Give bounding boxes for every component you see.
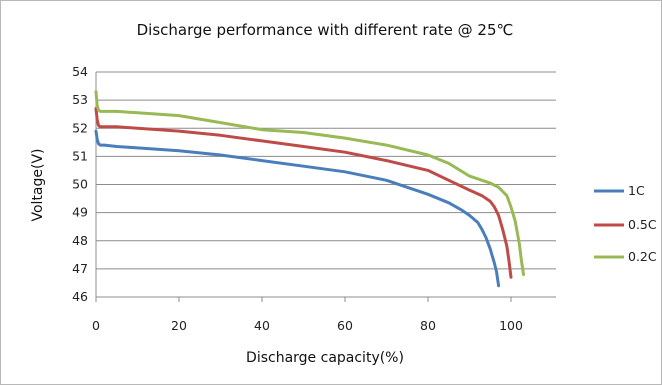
- series-line-0_5C: [94, 107, 513, 279]
- series-line-1C: [94, 129, 501, 288]
- y-tick-label: 52: [72, 120, 88, 135]
- x-tick-label: 100: [499, 318, 523, 333]
- axes: [95, 72, 556, 302]
- legend-label-1C: 1C: [628, 183, 645, 198]
- y-tick-labels: 46 47 48 49 50 51 52 53 54: [72, 64, 88, 304]
- y-tick-label: 53: [72, 92, 88, 107]
- series-lines: [94, 90, 525, 288]
- legend: 1C 0.5C 0.2C: [594, 183, 657, 264]
- y-tick-label: 49: [72, 205, 88, 220]
- x-tick-label: 0: [92, 318, 100, 333]
- x-tick-label: 80: [420, 318, 436, 333]
- x-tick-labels: 0 20 40 60 80 100: [92, 318, 523, 333]
- y-tick-label: 50: [72, 177, 88, 192]
- y-axis-label: Voltage(V): [30, 148, 46, 221]
- y-tick-label: 54: [72, 64, 88, 79]
- x-tick-label: 40: [254, 318, 270, 333]
- gridlines: [96, 71, 556, 270]
- chart-title: Discharge performance with different rat…: [137, 21, 514, 39]
- series-line-0_2C: [94, 90, 525, 276]
- legend-label-0_5C: 0.5C: [628, 217, 657, 232]
- y-tick-label: 48: [72, 233, 88, 248]
- x-tick-label: 60: [337, 318, 353, 333]
- y-tick-label: 46: [72, 289, 88, 304]
- y-tick-label: 51: [72, 148, 88, 163]
- x-axis-label: Discharge capacity(%): [246, 350, 404, 366]
- x-tick-label: 20: [171, 318, 187, 333]
- y-tick-label: 47: [72, 261, 88, 276]
- legend-label-0_2C: 0.2C: [628, 249, 657, 264]
